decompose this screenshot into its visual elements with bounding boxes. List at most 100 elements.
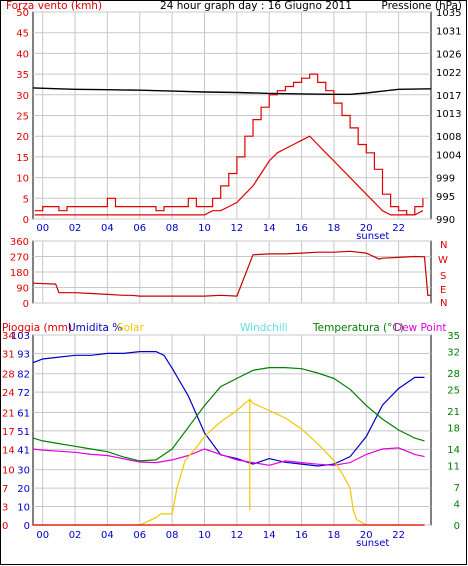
rain-tick-3: 3	[2, 503, 8, 514]
humidity-tick-93: 93	[17, 349, 30, 360]
temperature-tick-28: 28	[447, 369, 460, 380]
rain-tick-31: 31	[2, 349, 15, 360]
temperature-tick-18: 18	[447, 423, 460, 434]
pressure-tick-995: 995	[436, 192, 455, 203]
humidity-tick-41: 41	[17, 445, 30, 456]
series-gust	[34, 73, 424, 216]
x-tick-bot-10: 10	[198, 530, 211, 541]
x-tick-top-14: 14	[263, 223, 276, 234]
x-tick-bot-08: 08	[166, 530, 179, 541]
sunset-label-top: sunset	[356, 231, 389, 242]
rain-tick-34: 34	[2, 331, 15, 342]
temperature-tick-25: 25	[447, 385, 460, 396]
series-temperature	[32, 367, 425, 462]
direction-tick-360: 360	[10, 237, 29, 248]
pressure-axis-title: Pressione (hPa)	[381, 0, 462, 12]
rain-tick-17: 17	[2, 427, 15, 438]
x-tick-top-12: 12	[230, 223, 243, 234]
wind-tick-5: 5	[23, 194, 29, 205]
humidity-tick-82: 82	[17, 370, 30, 381]
wind-tick-30: 30	[16, 91, 29, 102]
pressure-tick-1026: 1026	[436, 49, 461, 60]
pressure-tick-1017: 1017	[436, 91, 461, 102]
rain-tick-7: 7	[2, 484, 8, 495]
legend-solar: Solar	[117, 322, 144, 334]
sunset-label-bottom: sunset	[356, 538, 389, 549]
x-tick-top-16: 16	[295, 223, 308, 234]
pressure-tick-1008: 1008	[436, 132, 461, 143]
wind-tick-35: 35	[16, 70, 29, 81]
humidity-tick-10: 10	[17, 503, 30, 514]
direction-label-w: W	[438, 255, 448, 266]
pressure-tick-1013: 1013	[436, 109, 461, 120]
series-solar	[33, 397, 425, 526]
x-tick-top-18: 18	[328, 223, 341, 234]
humidity-tick-20: 20	[17, 484, 30, 495]
humidity-tick-61: 61	[17, 408, 30, 419]
x-tick-top-22: 22	[392, 223, 405, 234]
pressure-tick-990: 990	[436, 215, 455, 226]
pressure-tick-1022: 1022	[436, 68, 461, 79]
temperature-tick-32: 32	[447, 347, 460, 358]
x-tick-top-10: 10	[198, 223, 211, 234]
x-tick-bot-12: 12	[230, 530, 243, 541]
x-tick-bot-16: 16	[295, 530, 308, 541]
wind-tick-40: 40	[16, 49, 29, 60]
legend-humidity: Umidita %	[68, 322, 122, 334]
direction-tick-180: 180	[10, 268, 29, 279]
x-tick-top-04: 04	[101, 223, 114, 234]
humidity-tick-103: 103	[11, 331, 30, 342]
pressure-tick-1031: 1031	[436, 26, 461, 37]
x-tick-bot-04: 04	[101, 530, 114, 541]
wind-tick-25: 25	[16, 112, 29, 123]
wind-tick-10: 10	[16, 174, 29, 185]
rain-tick-21: 21	[2, 408, 15, 419]
x-tick-bot-06: 06	[133, 530, 146, 541]
direction-label-n-bottom: N	[440, 298, 447, 309]
temperature-tick-0: 0	[454, 521, 460, 532]
rain-tick-24: 24	[2, 388, 15, 399]
wind-tick-15: 15	[16, 153, 29, 164]
rain-humidity-panel-frame	[32, 334, 432, 526]
direction-tick-270: 270	[10, 253, 29, 264]
wind-tick-45: 45	[16, 29, 29, 40]
direction-tick-90: 90	[16, 284, 29, 295]
series-dewpoint	[32, 447, 425, 466]
direction-label-n-top: N	[440, 240, 447, 251]
legend-dewpoint: Dew Point	[394, 322, 447, 334]
temperature-tick-35: 35	[447, 331, 460, 342]
series-direction	[32, 250, 431, 297]
humidity-tick-30: 30	[17, 466, 30, 477]
humidity-tick-72: 72	[17, 388, 30, 399]
wind-axis-title: Forza vento (kmh)	[6, 0, 102, 12]
pressure-tick-1035: 1035	[436, 8, 461, 19]
x-tick-top-20: 20	[360, 223, 373, 234]
temperature-tick-4: 4	[454, 499, 460, 510]
x-tick-top-02: 02	[69, 223, 82, 234]
temperature-tick-21: 21	[447, 407, 460, 418]
rain-tick-0: 0	[2, 521, 8, 532]
wind-tick-0: 0	[23, 215, 29, 226]
legend-temperature: Temperatura (°C)	[312, 322, 404, 334]
x-tick-top-08: 08	[166, 223, 179, 234]
x-tick-bot-22: 22	[392, 530, 405, 541]
pressure-tick-1004: 1004	[436, 151, 461, 162]
series-pressure	[32, 87, 432, 95]
pressure-tick-999: 999	[436, 174, 455, 185]
legend-windchill: Windchill	[240, 322, 288, 334]
x-tick-bot-14: 14	[263, 530, 276, 541]
x-tick-bot-20: 20	[360, 530, 373, 541]
wind-tick-20: 20	[16, 132, 29, 143]
x-tick-top-06: 06	[133, 223, 146, 234]
temperature-tick-14: 14	[447, 445, 460, 456]
rain-tick-10: 10	[2, 466, 15, 477]
direction-label-e: E	[440, 285, 446, 296]
x-tick-top-00: 00	[36, 223, 49, 234]
temperature-tick-7: 7	[454, 483, 460, 494]
series-wind	[34, 135, 424, 216]
legend-rain: Pioggia (mm)	[2, 322, 72, 334]
humidity-tick-0: 0	[24, 521, 30, 532]
humidity-tick-51: 51	[17, 427, 30, 438]
